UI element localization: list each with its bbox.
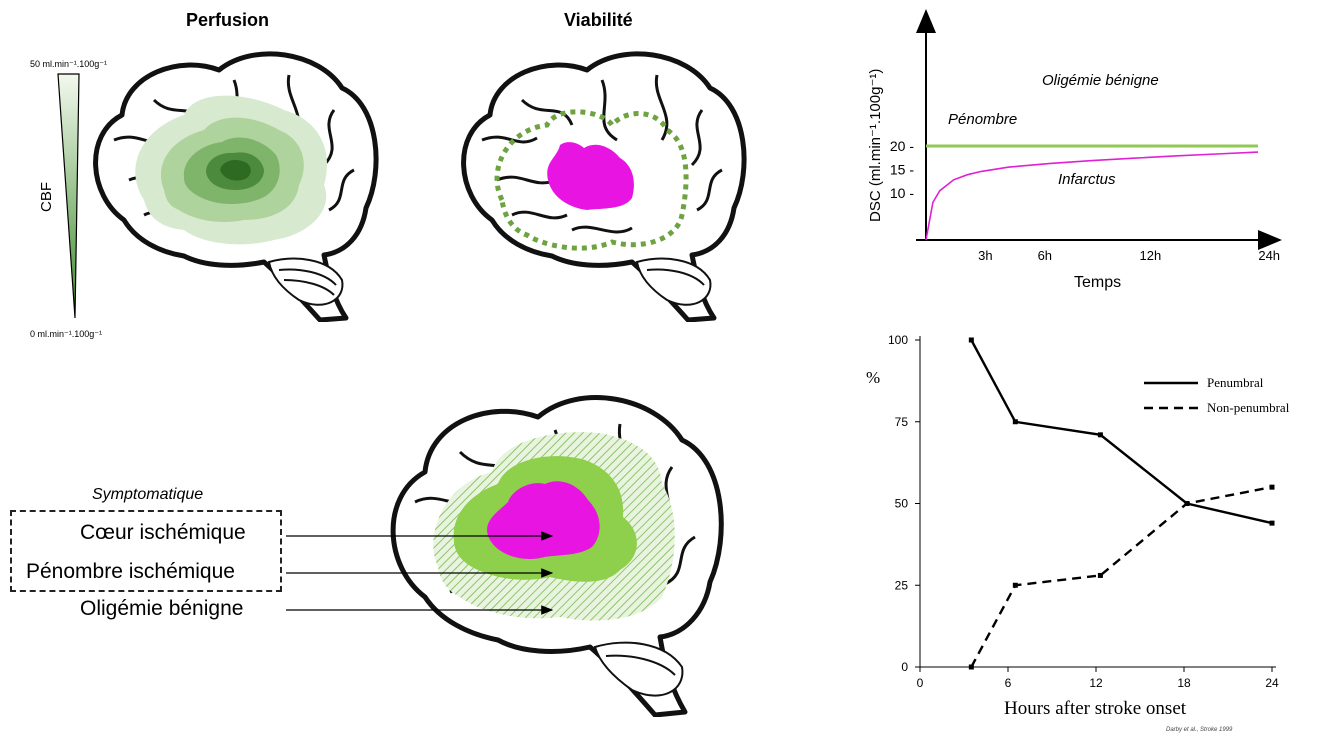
y-tick-label-50: 50 [895,497,909,511]
x-tick-label-24h: 24h [1258,248,1280,263]
data-point-non-penumbral-4 [1269,484,1275,490]
x-tick-label-0: 0 [917,676,924,690]
penumbra-chart-xlabel: Hours after stroke onset [1004,698,1187,719]
penumbra-chart: 0 25 50 75 100 0 6 12 18 24 [888,333,1279,690]
legend-oligemia-label: Oligémie bénigne [80,597,244,620]
cbf-gradient-wedge [57,73,80,319]
x-tick-label-12h: 12h [1140,248,1162,263]
symptomatic-box [10,510,282,592]
dsc-chart-xlabel: Temps [1074,274,1122,291]
data-point-non-penumbral-0 [968,664,974,670]
y-tick-label-15: 15 - [890,162,914,178]
y-tick-label-100: 100 [888,333,908,347]
perfusion-zones [135,95,328,245]
y-tick-label-0: 0 [901,660,908,674]
legend-penumbral-label: Penumbral [1207,375,1264,390]
penumbra-threshold-curve [925,151,1259,241]
data-point-non-penumbral-1 [1012,582,1018,588]
x-tick-label-18: 18 [1177,676,1191,690]
cbf-axis-label: CBF [38,182,55,212]
data-point-non-penumbral-2 [1097,572,1103,578]
y-tick-label-25: 25 [895,578,909,592]
core-zone [487,481,600,560]
data-point-penumbral-2 [1097,432,1103,438]
region-label-oligemia: Oligémie bénigne [1042,72,1159,89]
viability-brain-illustration [461,51,747,322]
legend-arrows [286,531,554,615]
chart-credit: Darby et al., Stroke 1999 [1166,727,1233,733]
series-line-non-penumbral [970,485,1273,668]
viability-core-region [547,142,634,210]
data-point-penumbral-1 [1012,419,1018,425]
symptomatic-title: Symptomatique [92,486,204,503]
perfusion-title: Perfusion [186,10,270,30]
viability-title: Viabilité [564,10,633,30]
y-tick-label-20: 20 - [890,138,914,154]
dsc-chart: 10 - 15 - 20 - 3h 6h 12h 24h [890,9,1282,263]
x-tick-label-12: 12 [1089,676,1103,690]
y-tick-label-10: 10 - [890,185,914,201]
data-point-non-penumbral-3 [1184,501,1190,506]
cerebellum [635,257,712,306]
zones-brain-illustration [390,395,724,717]
perfusion-brain-illustration [93,51,379,322]
y-tick-label-75: 75 [895,415,909,429]
region-label-infarct: Infarctus [1058,171,1116,188]
penumbra-chart-ylabel: % [866,368,881,387]
cbf-scale-bottom-label: 0 ml.min⁻¹.100g⁻¹ [30,329,103,339]
region-label-penumbra: Pénombre [948,111,1018,128]
x-tick-label-6: 6 [1005,676,1012,690]
cerebellum [593,641,684,697]
x-tick-label-24: 24 [1265,676,1279,690]
data-point-penumbral-4 [1269,520,1275,526]
legend-penumbra-label: Pénombre ischémique [26,560,235,583]
x-tick-label-3h: 3h [978,248,992,263]
cerebellum [267,257,344,306]
dsc-chart-ylabel: DSC (ml.min⁻¹.100g⁻¹) [867,68,884,222]
viability-dotted-region [494,109,689,251]
legend-non-penumbral-label: Non-penumbral [1207,400,1290,415]
x-tick-label-6h: 6h [1038,248,1052,263]
cbf-scale-top-label: 50 ml.min⁻¹.100g⁻¹ [30,59,108,69]
data-point-penumbral-0 [968,337,974,343]
legend-core-label: Cœur ischémique [80,521,246,544]
